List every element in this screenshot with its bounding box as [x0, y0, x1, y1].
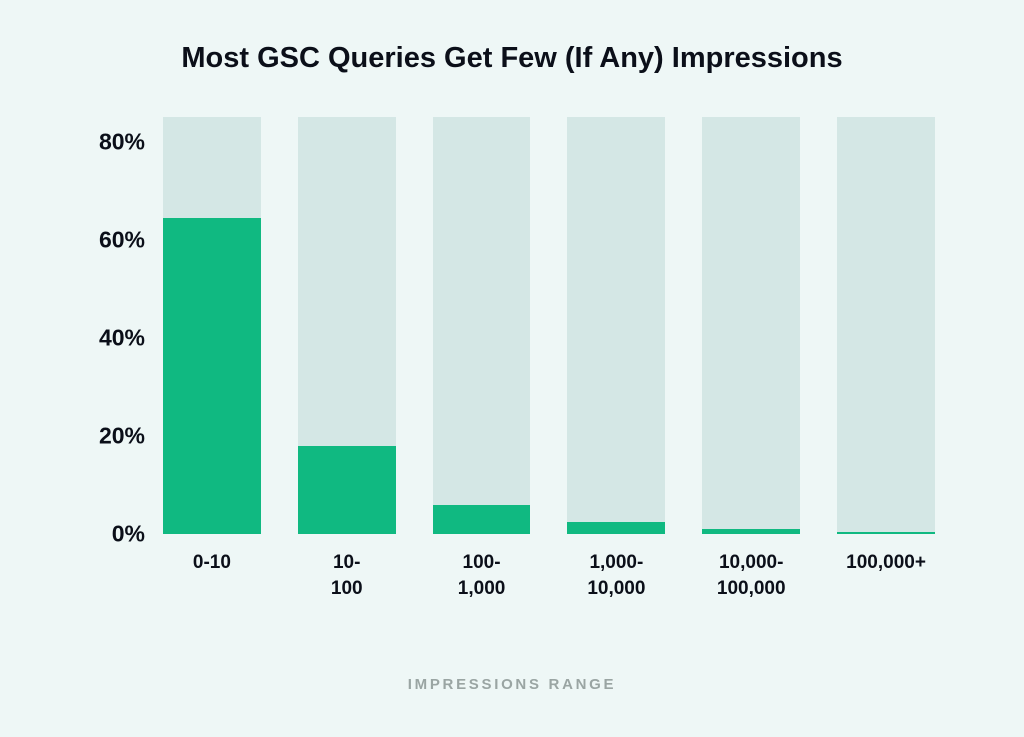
bar-fill — [433, 505, 531, 534]
bar: 100,000+ — [837, 117, 935, 534]
bar-track — [702, 117, 800, 534]
bars-container: 0-10 10-100 100- 1,000 1,000- 10,000 10,000-… — [163, 117, 935, 534]
bar-track — [433, 117, 531, 534]
x-tick-label: 100,000+ — [846, 534, 926, 576]
bar: 10-100 — [298, 117, 396, 534]
bar: 1,000- 10,000 — [567, 117, 665, 534]
bar-fill — [298, 446, 396, 534]
bar: 0-10 — [163, 117, 261, 534]
y-tick-label: 60% — [99, 226, 163, 253]
y-tick-label: 40% — [99, 324, 163, 351]
x-tick-label: 10-100 — [322, 534, 371, 601]
x-tick-label: 100- 1,000 — [458, 534, 506, 601]
y-tick-label: 80% — [99, 128, 163, 155]
y-tick-label: 0% — [112, 521, 163, 548]
bar-fill — [567, 522, 665, 534]
chart-canvas: Most GSC Queries Get Few (If Any) Impres… — [0, 0, 1024, 737]
plot-area: 0%20%40%60%80% 0-1010-100100- 1,0001,000… — [163, 117, 935, 534]
bar-track — [567, 117, 665, 534]
x-tick-label: 10,000- 100,000 — [717, 534, 786, 601]
chart-title: Most GSC Queries Get Few (If Any) Impres… — [0, 42, 1024, 75]
x-tick-label: 0-10 — [193, 534, 231, 576]
x-tick-label: 1,000- 10,000 — [587, 534, 645, 601]
bar-track — [837, 117, 935, 534]
x-axis-title: IMPRESSIONS RANGE — [0, 676, 1024, 693]
bar: 100- 1,000 — [433, 117, 531, 534]
y-tick-label: 20% — [99, 422, 163, 449]
bar-fill — [163, 218, 261, 534]
bar: 10,000- 100,000 — [702, 117, 800, 534]
